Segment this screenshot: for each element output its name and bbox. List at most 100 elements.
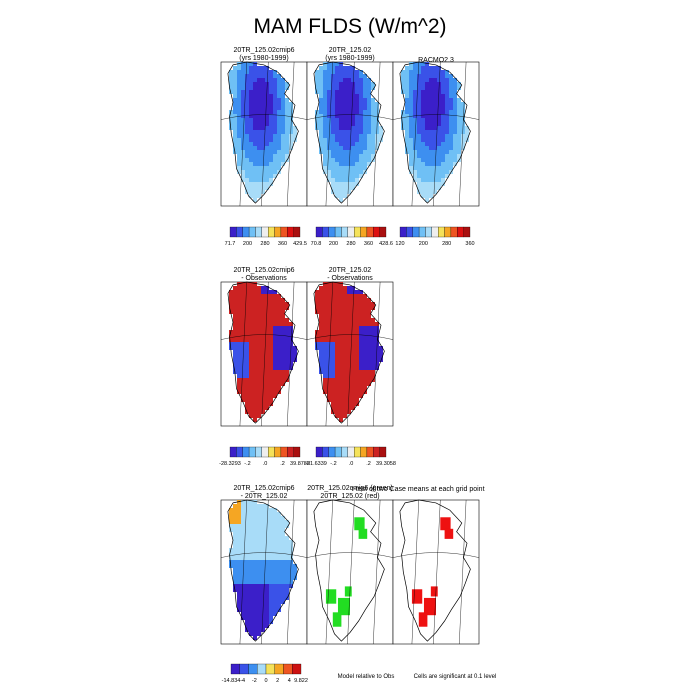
grid-cell [293, 572, 297, 576]
grid-cell [323, 122, 327, 126]
grid-cell [233, 70, 237, 74]
grid-cell [273, 568, 277, 572]
grid-cell [347, 410, 351, 414]
grid-cell [453, 150, 457, 154]
grid-cell [273, 378, 277, 382]
grid-cell [421, 122, 425, 126]
grid-cell [277, 600, 281, 604]
grid-cell [323, 162, 327, 166]
grid-cell [343, 158, 347, 162]
grid-cell [245, 282, 249, 286]
grid-cell [277, 330, 281, 334]
grid-cell [281, 86, 285, 90]
grid-cell [273, 86, 277, 90]
grid-cell [245, 508, 249, 512]
grid-cell [437, 162, 441, 166]
colorbar-swatch [236, 446, 243, 458]
grid-cell [323, 366, 327, 370]
grid-cell [241, 516, 245, 520]
grid-cell [269, 166, 273, 170]
grid-cell [339, 166, 343, 170]
grid-cell [323, 326, 327, 330]
grid-cell [319, 318, 323, 322]
grid-cell [269, 402, 273, 406]
grid-cell [245, 540, 249, 544]
grid-cell [265, 322, 269, 326]
grid-cell [249, 158, 253, 162]
colorbar-swatch [360, 446, 368, 458]
grid-cell [265, 540, 269, 544]
grid-cell [245, 512, 249, 516]
significant-cell [430, 586, 438, 597]
grid-cell [265, 592, 269, 596]
grid-cell [261, 146, 265, 150]
grid-cell [273, 548, 277, 552]
grid-cell [237, 110, 241, 114]
grid-cell [331, 150, 335, 154]
grid-cell [335, 314, 339, 318]
grid-cell [347, 338, 351, 342]
grid-cell [449, 150, 453, 154]
grid-cell [285, 358, 289, 362]
grid-cell [355, 294, 359, 298]
grid-cell [335, 106, 339, 110]
colorbar-tick-label: .0 [263, 461, 268, 467]
grid-cell [245, 528, 249, 532]
grid-cell [417, 78, 421, 82]
grid-cell [367, 378, 371, 382]
colorbar-tick-label: -21.6339 [305, 461, 327, 467]
grid-cell [315, 298, 319, 302]
grid-cell [273, 508, 277, 512]
grid-cell [339, 154, 343, 158]
grid-cell [261, 402, 265, 406]
grid-cell [245, 406, 249, 410]
grid-cell [327, 326, 331, 330]
grid-cell [241, 366, 245, 370]
grid-cell [437, 158, 441, 162]
grid-cell [249, 516, 253, 520]
grid-cell [261, 166, 265, 170]
colorbar-swatch [328, 226, 336, 238]
grid-cell [273, 134, 277, 138]
grid-cell [405, 146, 409, 150]
grid-cell [245, 146, 249, 150]
grid-cell [237, 326, 241, 330]
panel-frame [392, 499, 480, 645]
grid-cell [343, 170, 347, 174]
grid-cell [289, 584, 293, 588]
grid-cell [257, 556, 261, 560]
grid-cell [281, 524, 285, 528]
grid-cell [355, 130, 359, 134]
grid-cell [233, 572, 237, 576]
grid-cell [261, 508, 265, 512]
grid-cell [269, 572, 273, 576]
grid-cell [457, 86, 461, 90]
grid-cell [269, 102, 273, 106]
grid-cell [249, 362, 253, 366]
grid-cell [425, 174, 429, 178]
meridian [433, 499, 441, 645]
grid-cell [253, 556, 257, 560]
grid-cell [343, 290, 347, 294]
grid-cell [281, 98, 285, 102]
grid-cell [273, 74, 277, 78]
grid-cell [335, 414, 339, 418]
grid-cell [289, 354, 293, 358]
grid-cell [323, 358, 327, 362]
grid-cell [429, 114, 433, 118]
grid-cell [343, 398, 347, 402]
grid-cell [273, 326, 277, 330]
grid-cell [245, 576, 249, 580]
grid-cell [359, 174, 363, 178]
grid-cell [367, 114, 371, 118]
grid-cell [331, 314, 335, 318]
grid-cell [273, 358, 277, 362]
colorbar-swatch [450, 226, 458, 238]
grid-cell [257, 82, 261, 86]
grid-cell [265, 544, 269, 548]
grid-cell [249, 414, 253, 418]
colorbar-swatch [248, 446, 256, 458]
grid-cell [323, 390, 327, 394]
grid-cell [229, 528, 233, 532]
grid-cell [327, 66, 331, 70]
